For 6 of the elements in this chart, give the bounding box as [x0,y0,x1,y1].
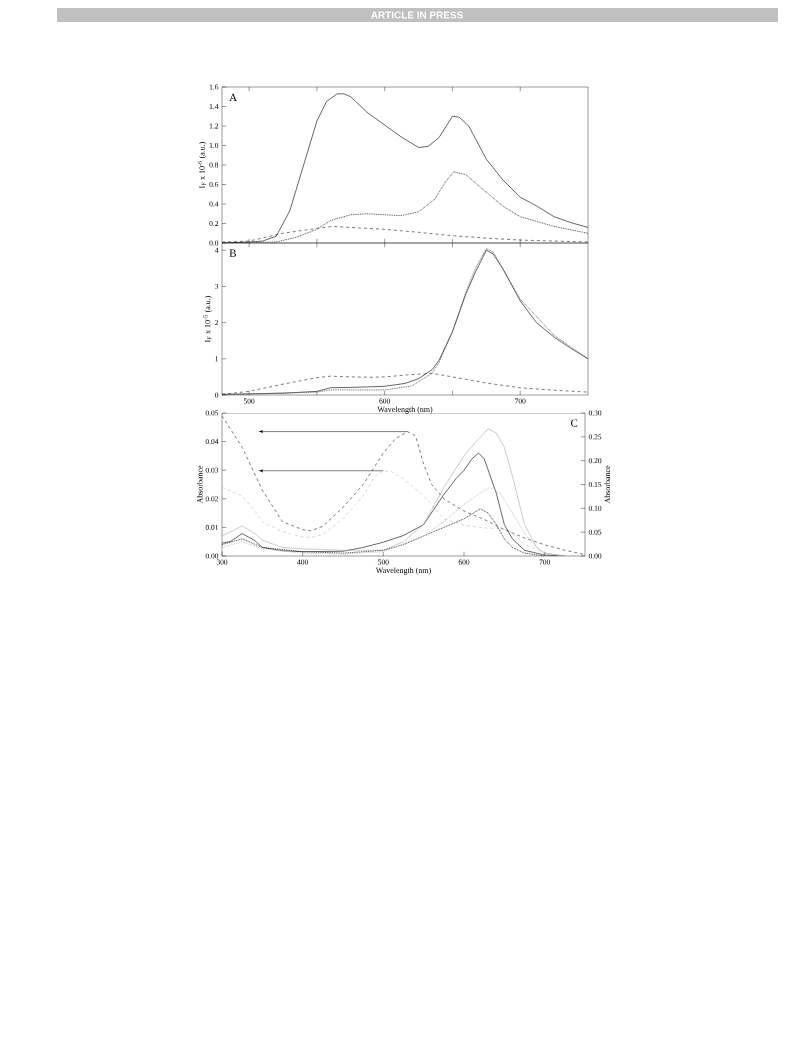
text: ARTICLE IN PRESS [371,11,463,19]
line-series [222,372,588,395]
chart-title: B [229,249,236,257]
line-series [222,226,588,243]
chart-title: A [229,93,238,101]
chart-title: C [571,419,578,427]
